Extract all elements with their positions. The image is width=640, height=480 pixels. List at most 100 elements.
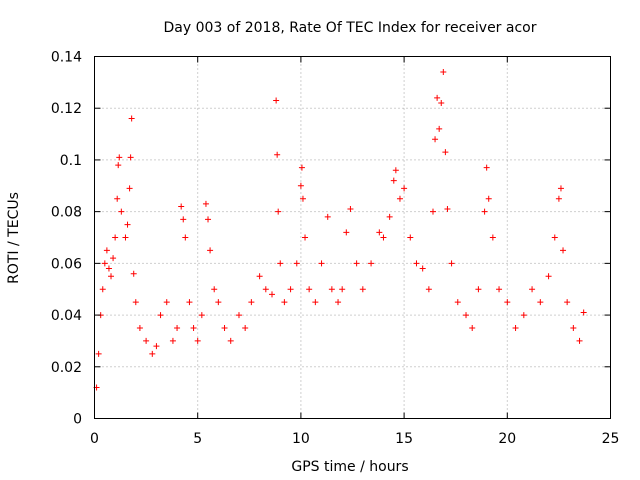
data-point — [297, 182, 304, 189]
data-point — [118, 208, 125, 215]
y-tick-label: 0.14 — [51, 50, 82, 66]
data-point — [262, 286, 269, 293]
data-point — [273, 97, 280, 104]
y-tick-label: 0.04 — [51, 308, 82, 324]
data-point — [153, 343, 160, 350]
data-point — [419, 265, 426, 272]
data-point — [380, 234, 387, 241]
data-point — [235, 312, 242, 319]
data-point — [99, 286, 106, 293]
data-point — [359, 286, 366, 293]
data-point — [112, 234, 119, 241]
data-point — [302, 234, 309, 241]
data-point — [392, 167, 399, 174]
data-point — [105, 265, 112, 272]
data-point — [560, 247, 567, 254]
data-point — [368, 260, 375, 267]
data-point — [353, 260, 360, 267]
data-point — [440, 69, 447, 76]
data-point — [103, 247, 110, 254]
data-point — [425, 286, 432, 293]
x-tick-label: 5 — [193, 431, 202, 447]
data-point — [438, 100, 445, 107]
data-point — [115, 162, 122, 169]
data-point — [211, 286, 218, 293]
data-point — [132, 299, 139, 306]
data-point — [469, 325, 476, 331]
data-point — [293, 260, 300, 267]
data-point — [324, 213, 331, 220]
data-point — [126, 185, 133, 192]
data-point — [483, 164, 490, 171]
x-tick-label: 20 — [498, 431, 516, 447]
y-tick-label: 0.02 — [51, 360, 82, 376]
data-point — [182, 234, 189, 241]
y-axis-label: ROTI / TECUs — [6, 192, 22, 284]
data-point — [194, 337, 201, 344]
x-tick-label: 0 — [90, 431, 99, 447]
chart-title: Day 003 of 2018, Rate Of TEC Index for r… — [164, 20, 537, 36]
data-point — [551, 234, 558, 241]
data-point — [299, 195, 306, 202]
data-point — [169, 337, 176, 344]
data-point — [555, 195, 562, 202]
data-point — [221, 325, 228, 331]
data-point — [328, 286, 335, 293]
y-tick-label: 0.1 — [60, 153, 82, 169]
data-point — [143, 337, 150, 344]
data-point — [202, 200, 209, 207]
data-point — [163, 299, 170, 306]
axis-ticks — [94, 56, 611, 419]
data-point — [444, 206, 451, 213]
data-point — [504, 299, 511, 306]
data-point — [114, 195, 121, 202]
data-point — [448, 260, 455, 267]
data-point — [475, 286, 482, 293]
data-point — [390, 177, 397, 184]
data-point — [407, 234, 414, 241]
data-point — [149, 350, 156, 357]
x-axis-label: GPS time / hours — [291, 459, 408, 475]
y-tick-label: 0.06 — [51, 256, 82, 272]
data-point — [442, 149, 449, 156]
data-point — [256, 273, 263, 280]
data-point — [413, 260, 420, 267]
data-point — [396, 195, 403, 202]
data-point — [128, 115, 135, 122]
data-point — [529, 286, 536, 293]
y-tick-label: 0 — [73, 412, 82, 428]
data-point — [287, 286, 294, 293]
data-point — [485, 195, 492, 202]
data-point — [454, 299, 461, 306]
x-tick-label: 15 — [395, 431, 413, 447]
data-point — [242, 325, 249, 331]
data-point — [190, 325, 197, 331]
data-point — [124, 221, 131, 228]
data-point — [275, 208, 282, 215]
plot-frame — [94, 56, 611, 419]
data-point — [343, 229, 350, 236]
data-point — [157, 312, 164, 319]
data-point — [95, 350, 102, 357]
data-point — [180, 216, 187, 223]
data-point — [312, 299, 319, 306]
data-point — [281, 299, 288, 306]
data-point — [227, 337, 234, 344]
data-point — [306, 286, 313, 293]
data-point — [376, 229, 383, 236]
y-tick-label: 0.08 — [51, 205, 82, 221]
data-points — [93, 69, 587, 391]
x-tick-labels: 0 5 10 15 20 25 — [90, 431, 619, 447]
data-point — [434, 94, 441, 101]
data-point — [335, 299, 342, 306]
data-point — [274, 151, 281, 158]
data-point — [110, 255, 117, 262]
data-point — [520, 312, 527, 319]
data-point — [298, 164, 305, 171]
data-point — [347, 206, 354, 213]
grid-layer — [94, 56, 611, 419]
data-point — [386, 213, 393, 220]
data-point — [198, 312, 205, 319]
y-tick-label: 0.12 — [51, 101, 82, 117]
